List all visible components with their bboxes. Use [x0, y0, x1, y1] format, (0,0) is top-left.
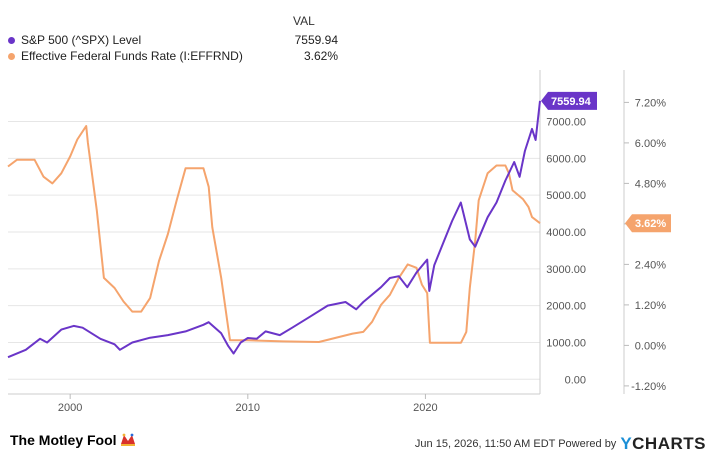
legend-marker-effr	[8, 52, 15, 60]
timestamp-attribution: Jun 15, 2026, 11:50 AM EDT Powered by YC…	[415, 434, 706, 454]
series-lines	[7, 100, 541, 359]
left-tick-label: 0.00	[565, 374, 586, 386]
legend-item-spx[interactable]: S&P 500 (^SPX) Level 7559.94	[8, 32, 338, 48]
legend-marker-spx	[8, 36, 15, 44]
right-tick-label: 0.00%	[635, 340, 666, 352]
x-tick-label: 2010	[236, 402, 260, 414]
timestamp: Jun 15, 2026, 11:50 AM EDT Powered by	[414, 438, 617, 450]
right-tick-label: 2.40%	[635, 259, 666, 271]
brand-name: The Motley Fool	[10, 432, 117, 448]
legend-label: S&P 500 (^SPX) Level	[21, 33, 142, 47]
right-tick-label: 7.20%	[635, 97, 666, 109]
effr-line	[7, 125, 541, 344]
left-tick-label: 1000.00	[546, 337, 586, 349]
left-tick-label: 5000.00	[546, 190, 586, 202]
jester-hat-icon	[120, 433, 135, 446]
right-tick-label: 4.80%	[635, 178, 666, 190]
footer: The Motley Fool Jun 15, 2026, 11:50 AM E…	[0, 426, 720, 456]
x-tick-label: 2020	[413, 402, 437, 414]
x-axis: 2000 2010 2020	[58, 394, 438, 414]
left-tick-label: 3000.00	[546, 264, 586, 276]
ycharts-logo[interactable]: YCHARTS	[620, 434, 706, 453]
grid	[8, 70, 541, 395]
legend-item-effr[interactable]: Effective Federal Funds Rate (I:EFFRND) …	[8, 48, 338, 64]
legend-header: VAL	[293, 14, 315, 28]
left-tick-label: 7000.00	[546, 117, 586, 129]
right-tick-label: 1.20%	[635, 300, 666, 312]
x-tick-label: 2000	[58, 402, 82, 414]
end-labels: 7559.94 3.62%	[541, 91, 671, 233]
legend-value: 7559.94	[294, 33, 338, 47]
legend-value: 3.62%	[303, 49, 338, 63]
ycharts-wordmark: CHARTS	[632, 434, 706, 453]
spx-end-label-bg	[541, 91, 597, 110]
spx-end-label: 7559.94	[551, 96, 592, 108]
left-tick-label: 4000.00	[546, 227, 586, 239]
effr-end-label: 3.62%	[635, 218, 666, 230]
motley-fool-logo[interactable]: The Motley Fool	[10, 432, 136, 448]
left-tick-label: 2000.00	[546, 301, 586, 313]
spx-line	[7, 100, 541, 359]
left-axis: 0.00 1000.00 2000.00 3000.00 4000.00 5000.00 6…	[546, 117, 586, 387]
legend-label: Effective Federal Funds Rate (I:EFFRND)	[21, 49, 243, 63]
effr-end-label-bg	[625, 214, 671, 233]
right-tick-label: 6.00%	[635, 138, 666, 150]
left-tick-label: 6000.00	[546, 153, 586, 165]
right-tick-label: -1.20%	[631, 381, 666, 393]
